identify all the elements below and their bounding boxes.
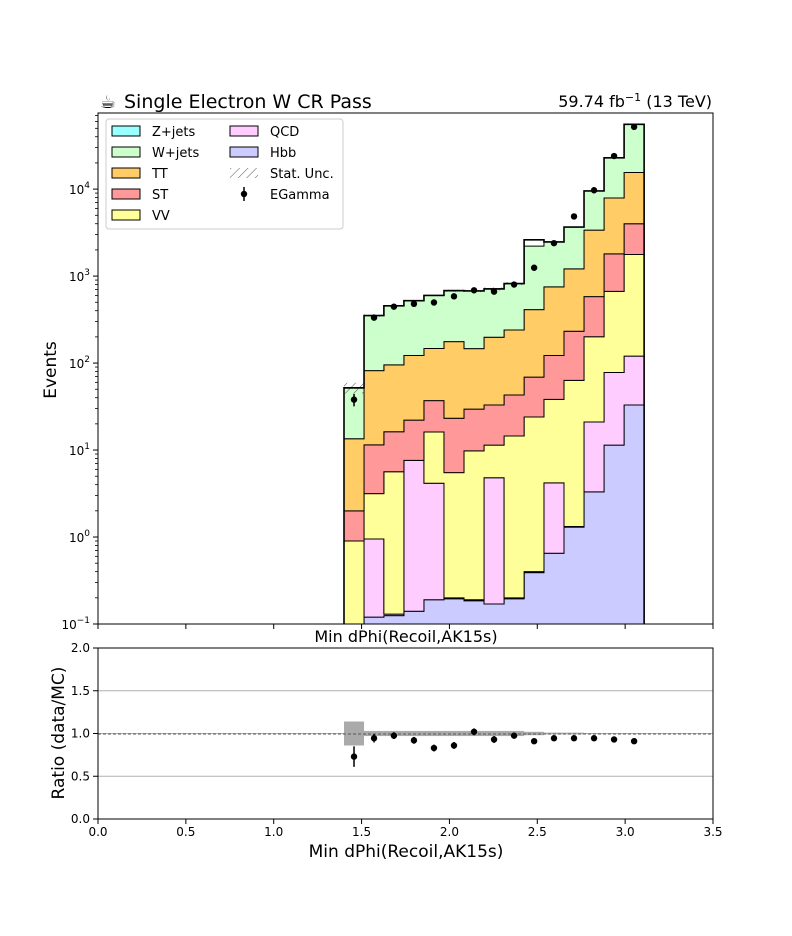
x-tick-label: 1.5	[352, 825, 371, 839]
main-plot: 10−1 100 101 102 103 104 Events Min dPhi(Reco…	[41, 112, 714, 646]
lumi-label: 59.74 fb−1 (13 TeV)	[558, 91, 712, 111]
y-tick-label: 102	[69, 355, 90, 371]
legend-label: ST	[152, 188, 168, 203]
main-plot-frame	[97, 112, 714, 625]
legend-swatch	[230, 168, 258, 178]
ratio-point	[430, 744, 438, 752]
data-point	[530, 264, 538, 271]
legend-swatch	[229, 146, 259, 158]
ratio-point	[490, 736, 498, 743]
legend-item-hbb: Hbb	[229, 146, 296, 161]
legend-frame	[105, 118, 344, 230]
data-point	[570, 213, 578, 220]
ratio-point	[630, 737, 638, 745]
legend-swatch	[229, 125, 259, 137]
x-tick-label: 1.0	[264, 825, 283, 839]
legend-label: EGamma	[270, 188, 330, 203]
data-point	[390, 303, 398, 310]
y-tick-label: 103	[69, 268, 90, 284]
ratio-y-tick-label: 1.0	[71, 727, 90, 741]
data-point	[410, 300, 418, 308]
data-point	[630, 123, 638, 131]
legend-marker	[240, 190, 248, 198]
ratio-plot: 0.0 0.5 1.0 1.5 2.0 0.0 0.5 1.0 1.5 2.0 2.5 3.0 3.5…	[49, 641, 723, 862]
x-tick-label: 2.0	[440, 825, 459, 839]
y-tick-label: 104	[69, 181, 90, 197]
legend-item-qcd: QCD	[229, 125, 299, 140]
ratio-point	[530, 737, 538, 745]
lumi-energy: (13 TeV)	[641, 92, 712, 111]
main-x-axis-label: Min dPhi(Recoil,AK15s)	[314, 627, 497, 646]
x-tick-label: 0.0	[88, 825, 107, 839]
legend-item-st: ST	[111, 188, 168, 203]
lumi-value: 59.74 fb	[558, 92, 625, 111]
y-tick-label: 100	[69, 529, 90, 545]
y-tick-label: 10−1	[61, 616, 90, 632]
ratio-point	[370, 735, 378, 742]
legend-swatch	[111, 188, 141, 200]
chart-title: Single Electron W CR Pass	[124, 91, 372, 113]
data-point	[450, 293, 458, 300]
ratio-point	[390, 732, 398, 739]
data-point	[470, 287, 478, 294]
y-axis-label: Events	[41, 341, 61, 399]
ratio-y-tick-label: 2.0	[71, 641, 90, 655]
ratio-point	[550, 735, 558, 742]
legend-swatch	[111, 146, 141, 158]
x-tick-label: 3.0	[616, 825, 635, 839]
x-tick-label: 0.5	[176, 825, 195, 839]
legend-swatch	[111, 209, 141, 221]
ratio-point	[610, 736, 618, 743]
legend-item-tt: TT	[111, 167, 168, 182]
data-point	[590, 187, 598, 194]
data-point	[610, 152, 618, 160]
ratio-point	[570, 735, 578, 742]
legend-item-egamma: EGamma	[240, 187, 330, 203]
ratio-point	[590, 735, 598, 742]
x-axis-label: Min dPhi(Recoil,AK15s)	[309, 842, 504, 862]
legend-item-vv: VV	[111, 209, 170, 224]
ratio-y-tick-label: 1.5	[71, 684, 90, 698]
y-tick-label: 101	[69, 442, 90, 458]
ratio-point	[450, 742, 458, 749]
ratio-point	[510, 732, 518, 739]
data-point	[350, 396, 358, 403]
data-point	[510, 281, 518, 288]
data-point	[370, 314, 378, 321]
legend-label: Hbb	[270, 146, 296, 161]
legend-swatch	[111, 167, 141, 179]
ratio-y-axis-label: Ratio (data/MC)	[49, 667, 69, 800]
data-point	[490, 288, 498, 295]
legend-label: W+jets	[152, 146, 199, 161]
legend-item-stat-unc-: Stat. Unc.	[230, 167, 334, 182]
ratio-point	[350, 753, 358, 760]
legend-label: VV	[152, 209, 170, 224]
legend-label: QCD	[270, 125, 299, 140]
ratio-point	[470, 728, 478, 735]
ratio-point	[410, 737, 418, 744]
title-icon: ☕	[100, 92, 116, 113]
ratio-y-tick-label: 0.0	[71, 812, 90, 826]
legend-label: Stat. Unc.	[270, 167, 334, 182]
legend-item-z-jets: Z+jets	[111, 125, 196, 140]
ratio-y-tick-label: 0.5	[71, 769, 90, 783]
legend-label: TT	[151, 167, 168, 182]
legend: Z+jets W+jets TT ST VV QCD Hbb Stat. Unc. EGamma	[105, 118, 344, 230]
legend-item-w-jets: W+jets	[111, 146, 199, 161]
data-point	[550, 239, 558, 247]
lumi-exponent: −1	[625, 91, 641, 104]
data-point	[430, 299, 438, 306]
legend-label: Z+jets	[152, 125, 196, 140]
x-tick-label: 3.5	[703, 825, 722, 839]
x-tick-label: 2.5	[528, 825, 547, 839]
legend-swatch	[111, 125, 141, 137]
